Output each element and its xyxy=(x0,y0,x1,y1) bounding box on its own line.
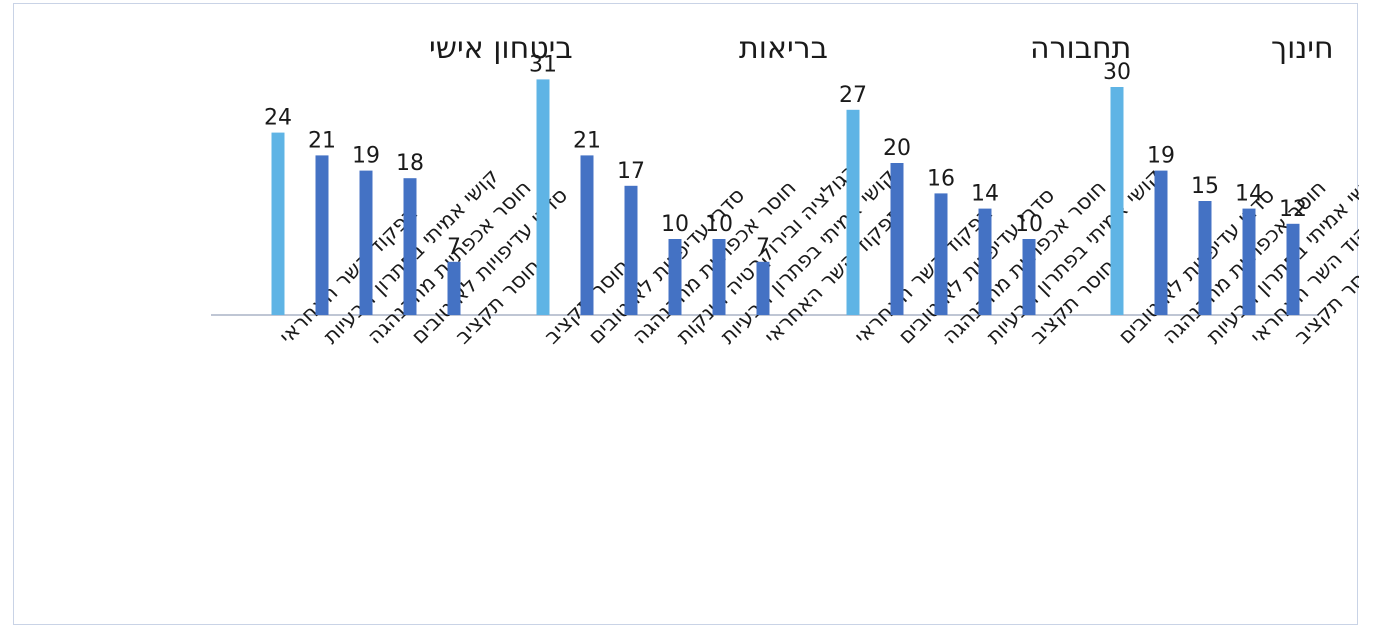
data-label: 21 xyxy=(573,128,601,153)
bar xyxy=(1198,201,1212,315)
bar xyxy=(536,79,550,316)
bar xyxy=(934,193,948,315)
data-label: 10 xyxy=(705,212,733,237)
data-label: 27 xyxy=(839,83,867,108)
data-label: 19 xyxy=(1147,144,1175,169)
bar xyxy=(403,178,417,315)
data-label: 14 xyxy=(1235,182,1263,207)
bar xyxy=(846,109,860,315)
data-label: 24 xyxy=(264,106,292,131)
chart-frame: ביטחון אישי 24 תפקוד השר האחראי 21 קושי אמית… xyxy=(13,3,1359,625)
data-label: 18 xyxy=(396,151,424,176)
data-label: 12 xyxy=(1279,197,1307,222)
data-label: 17 xyxy=(617,159,645,184)
data-label: 10 xyxy=(661,212,689,237)
bar xyxy=(756,261,770,315)
bar xyxy=(890,163,904,315)
group-title: בריאות xyxy=(739,31,828,66)
bar xyxy=(1154,170,1168,315)
data-label: 19 xyxy=(352,144,380,169)
data-label: 10 xyxy=(1015,212,1043,237)
bar xyxy=(359,170,373,315)
bar xyxy=(271,132,285,315)
bar xyxy=(1110,87,1124,315)
group-title: תחבורה xyxy=(1030,31,1131,66)
bar xyxy=(1022,239,1036,315)
group-title: ביטחון אישי xyxy=(429,31,573,66)
bar xyxy=(315,155,329,315)
data-label: 15 xyxy=(1191,174,1219,199)
bar xyxy=(447,261,461,315)
data-label: 30 xyxy=(1103,60,1131,85)
bar xyxy=(624,185,638,315)
bar xyxy=(712,239,726,315)
data-label: 7 xyxy=(447,235,461,260)
bar xyxy=(978,208,992,315)
bar xyxy=(668,239,682,315)
bar xyxy=(580,155,594,315)
data-label: 20 xyxy=(883,136,911,161)
data-label: 14 xyxy=(971,182,999,207)
data-label: 7 xyxy=(756,235,770,260)
bar xyxy=(1286,223,1300,315)
data-label: 31 xyxy=(529,52,557,77)
data-label: 16 xyxy=(927,166,955,191)
bar xyxy=(1242,208,1256,315)
data-label: 21 xyxy=(308,128,336,153)
group-title: חינוך xyxy=(1271,31,1334,66)
